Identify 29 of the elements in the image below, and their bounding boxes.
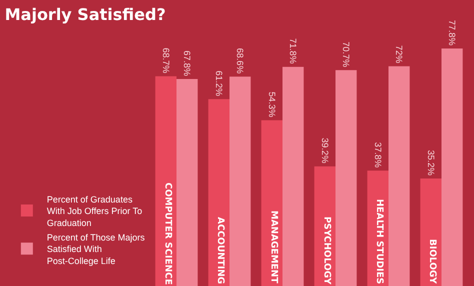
bar: [388, 66, 410, 286]
x-tick-label: BIOLOGY: [427, 239, 437, 284]
bar: [282, 66, 304, 286]
bar: [230, 76, 251, 286]
x-tick-label: MANAGEMENT: [268, 210, 278, 284]
data-label: 72%: [394, 45, 404, 64]
x-tick-label: ACCOUNTING: [215, 217, 225, 284]
x-tick-label: HEALTH STUDIES: [374, 199, 384, 284]
data-label: 67.8%: [182, 50, 192, 76]
data-label: 35.2%: [426, 150, 436, 176]
legend-label: Percent of Those Majors Satisfied With Post-College Life: [46, 232, 146, 266]
data-label: 71.8%: [288, 38, 298, 64]
data-label: 39.2%: [320, 138, 330, 164]
data-label: 68.7%: [160, 48, 171, 74]
data-label: 68.6%: [235, 48, 246, 74]
data-label: 61.2%: [214, 70, 224, 96]
x-tick-label: PSYCHOLOGY: [322, 216, 332, 285]
data-label: 37.8%: [372, 142, 383, 168]
data-label: 70.7%: [341, 42, 352, 68]
chart-title: Majorly Satisfied?: [4, 4, 166, 24]
bar: [442, 48, 463, 286]
legend-label: Percent of Graduates With Job Offers Prior To Graduation: [46, 194, 142, 228]
bar: [420, 178, 442, 286]
data-label: 77.8%: [447, 20, 458, 46]
x-tick-label: COMPUTER SCIENCE: [162, 182, 172, 285]
bar: [208, 99, 230, 286]
data-label: 54.3%: [266, 92, 277, 118]
bar: [336, 70, 357, 286]
bar: [176, 79, 198, 286]
